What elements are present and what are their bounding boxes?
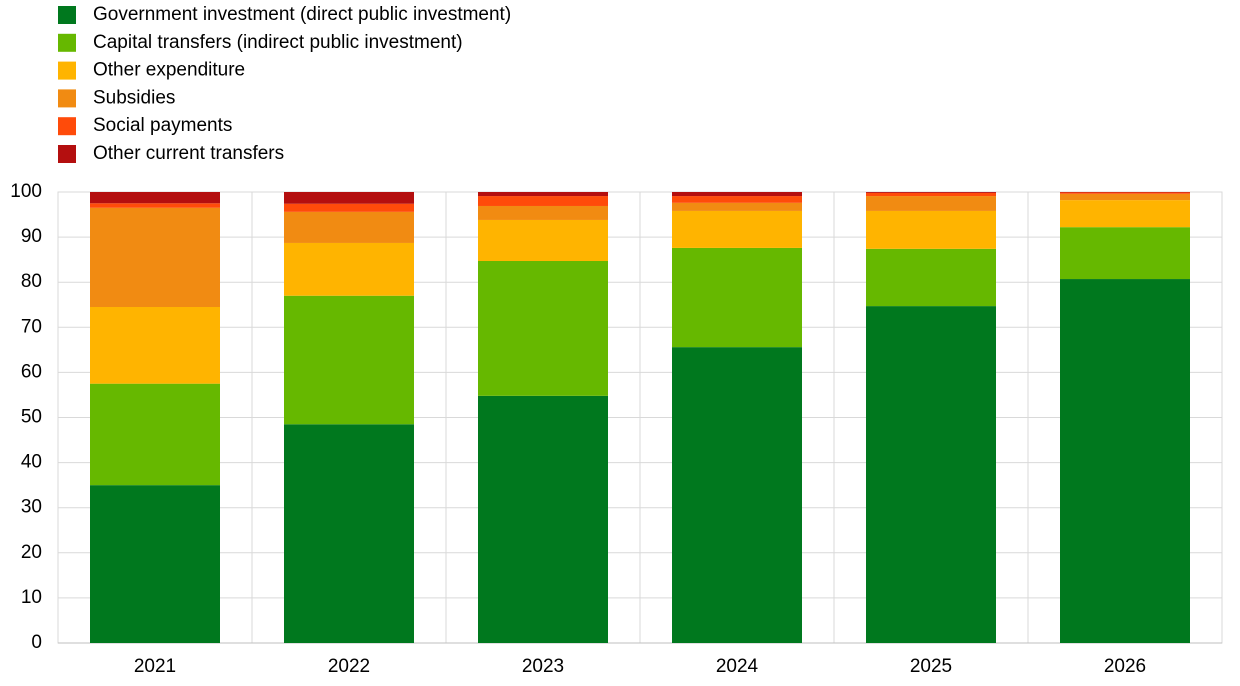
- bar-segment: [672, 202, 802, 211]
- y-tick-label: 100: [10, 181, 42, 202]
- bar-segment: [284, 203, 414, 212]
- bar-segment: [478, 205, 608, 220]
- legend-label: Subsidies: [93, 87, 175, 108]
- bar-segment: [284, 211, 414, 243]
- bar-segment: [672, 192, 802, 197]
- bar-segment: [478, 219, 608, 262]
- legend-label: Other expenditure: [93, 60, 245, 81]
- legend-swatch: [58, 61, 76, 80]
- x-tick-label: 2021: [134, 656, 176, 677]
- bar-segment: [1060, 227, 1190, 280]
- legend-swatch: [58, 6, 76, 24]
- bar-segment: [866, 192, 996, 193]
- bar-segment: [284, 295, 414, 425]
- bar-segment: [90, 203, 220, 208]
- bar-segment: [1060, 279, 1190, 643]
- bar-segment: [866, 248, 996, 307]
- bar-segment: [478, 196, 608, 206]
- y-tick-label: 0: [31, 632, 42, 653]
- bar-segment: [478, 261, 608, 396]
- bar-segment: [90, 207, 220, 308]
- bar-segment: [284, 242, 414, 296]
- bar-segment: [672, 347, 802, 643]
- legend-label: Social payments: [93, 115, 232, 136]
- bar-segment: [1060, 193, 1190, 201]
- y-tick-label: 30: [21, 497, 42, 518]
- bar-segment: [866, 192, 996, 197]
- bar-segment: [672, 196, 802, 203]
- bar-segment: [90, 485, 220, 643]
- bar-segment: [1060, 200, 1190, 228]
- bar-segment: [90, 192, 220, 204]
- bar-segment: [866, 196, 996, 211]
- bar-segment: [284, 424, 414, 643]
- legend-label: Capital transfers (indirect public inves…: [93, 32, 463, 53]
- y-tick-label: 20: [21, 542, 42, 563]
- bar-segment: [90, 383, 220, 486]
- legend-swatch: [58, 33, 76, 52]
- y-tick-label: 40: [21, 452, 42, 473]
- bar-segment: [478, 192, 608, 197]
- x-tick-label: 2026: [1104, 656, 1146, 677]
- bar-segment: [866, 306, 996, 643]
- y-tick-label: 50: [21, 407, 42, 428]
- legend-swatch: [58, 117, 76, 136]
- y-tick-label: 70: [21, 316, 42, 337]
- bar-segment: [672, 247, 802, 348]
- x-tick-label: 2025: [910, 656, 952, 677]
- bar-segment: [672, 210, 802, 248]
- x-tick-label: 2024: [716, 656, 759, 677]
- legend-label: Other current transfers: [93, 143, 284, 164]
- x-tick-label: 2022: [328, 656, 370, 677]
- y-tick-label: 80: [21, 271, 42, 292]
- bar-segment: [478, 395, 608, 643]
- y-tick-label: 90: [21, 226, 42, 247]
- bar-segment: [1060, 192, 1190, 194]
- y-tick-label: 10: [21, 587, 42, 608]
- legend-label: Government investment (direct public inv…: [93, 4, 511, 25]
- legend-swatch: [58, 145, 76, 163]
- bar-segment: [284, 192, 414, 204]
- legend-swatch: [58, 89, 76, 108]
- bar-segment: [90, 307, 220, 384]
- bar-segment: [866, 210, 996, 249]
- x-tick-label: 2023: [522, 656, 564, 677]
- y-tick-label: 60: [21, 361, 42, 382]
